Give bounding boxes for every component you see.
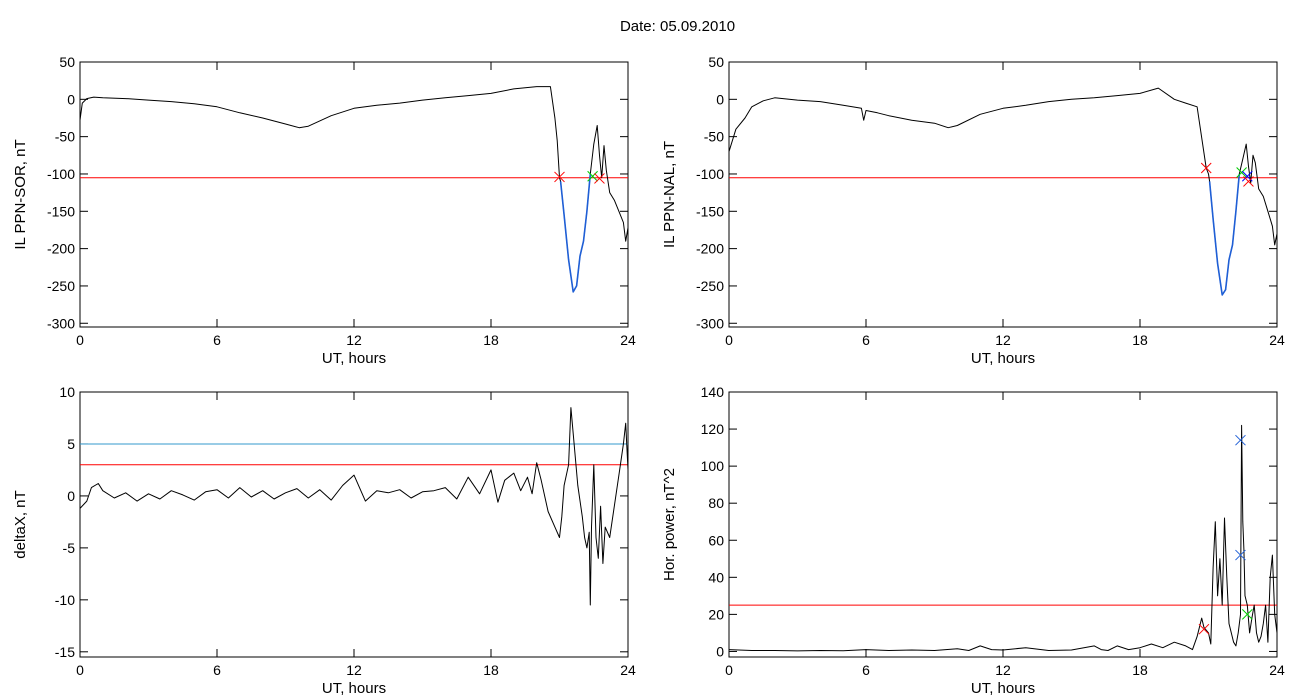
y-tick-label: -100 (696, 166, 724, 182)
y-tick-label: -250 (696, 278, 724, 294)
x-tick-label: 24 (620, 662, 636, 678)
y-tick-label: 0 (716, 91, 724, 107)
y-tick-label: -100 (47, 166, 75, 182)
x-tick-label: 12 (995, 332, 1011, 348)
event-marker (1235, 434, 1246, 446)
event-marker (587, 170, 598, 182)
series-line (1208, 173, 1241, 296)
event-marker (1200, 162, 1212, 174)
marker-stroke (1198, 623, 1210, 635)
y-tick-label: 120 (701, 421, 725, 437)
y-tick-label: 80 (708, 495, 724, 511)
series-line (729, 424, 1277, 652)
event-marker (1241, 609, 1253, 620)
series-line (729, 87, 1277, 296)
x-tick-label: 12 (346, 662, 362, 678)
marker-stroke (594, 173, 605, 184)
y-tick-label: 140 (701, 384, 725, 400)
event-marker (1198, 623, 1210, 635)
marker-stroke (1200, 162, 1212, 174)
plot-area (80, 86, 628, 293)
x-tick-label: 18 (1132, 662, 1148, 678)
x-axis-label: UT, hours (322, 680, 386, 697)
plot-area (729, 87, 1277, 296)
event-marker (554, 171, 565, 183)
series-line (559, 173, 592, 293)
y-tick-label: -200 (47, 241, 75, 257)
plot-frame (79, 391, 629, 658)
marker-stroke (1241, 609, 1253, 620)
y-tick-label: -10 (55, 592, 75, 608)
x-tick-label: 24 (1269, 332, 1285, 348)
y-tick-label: -15 (55, 644, 75, 660)
series-line (80, 407, 628, 606)
y-tick-label: -150 (47, 203, 75, 219)
y-tick-label: 0 (67, 488, 75, 504)
chart-panel-2: 0 6 12 18 24 50 0 -50 -100 -150 -200 -250 -300 UT, ho… (661, 54, 1285, 367)
marker-stroke (1241, 170, 1253, 182)
x-axis-label: UT, hours (971, 350, 1035, 367)
y-axis-label: deltaX, nT (12, 490, 29, 558)
y-tick-label: 0 (716, 643, 724, 659)
x-tick-label: 24 (1269, 662, 1285, 678)
x-tick-label: 6 (213, 332, 221, 348)
x-axis-label: UT, hours (322, 350, 386, 367)
x-tick-label: 18 (1132, 332, 1148, 348)
y-axis-label: Hor. power, nT^2 (661, 468, 678, 581)
y-tick-label: 50 (708, 54, 724, 70)
y-tick-label: 10 (59, 384, 75, 400)
y-tick-label: -50 (55, 129, 75, 145)
y-tick-label: -300 (47, 315, 75, 331)
marker-stroke (554, 171, 565, 183)
x-tick-label: 6 (862, 332, 870, 348)
event-marker (1236, 167, 1247, 178)
marker-stroke (587, 170, 598, 182)
marker-stroke (1235, 434, 1246, 446)
y-tick-label: -200 (696, 241, 724, 257)
y-tick-label: -50 (704, 129, 724, 145)
plot-area (80, 407, 628, 606)
event-marker (1243, 176, 1254, 187)
y-tick-label: 5 (67, 436, 75, 452)
y-tick-label: 100 (701, 458, 725, 474)
page-title: Date: 05.09.2010 (619, 18, 736, 35)
y-tick-label: 20 (708, 606, 724, 622)
y-tick-label: -250 (47, 278, 75, 294)
x-axis-label: UT, hours (971, 680, 1035, 697)
chart-panel-4: 0 6 12 18 24 140 120 100 80 60 40 20 0 UT, hours Hor. … (661, 384, 1285, 697)
x-tick-label: 18 (483, 332, 499, 348)
x-tick-label: 0 (76, 662, 84, 678)
series-line (80, 86, 628, 293)
x-tick-label: 6 (213, 662, 221, 678)
x-tick-label: 0 (725, 662, 733, 678)
y-tick-label: -5 (63, 540, 76, 556)
marker-stroke (1236, 167, 1247, 178)
y-tick-label: 0 (67, 91, 75, 107)
x-tick-label: 24 (620, 332, 636, 348)
chart-panel-1: 0 6 12 18 24 50 0 -50 -100 -150 -200 -250 -300 UT, ho… (12, 54, 636, 367)
x-tick-label: 6 (862, 662, 870, 678)
y-tick-label: -150 (696, 203, 724, 219)
event-marker (594, 173, 605, 184)
plot-frame (728, 61, 1278, 328)
y-tick-label: 40 (708, 569, 724, 585)
y-tick-label: 50 (59, 54, 75, 70)
x-tick-label: 0 (76, 332, 84, 348)
y-tick-label: 60 (708, 532, 724, 548)
plot-frame (728, 391, 1278, 658)
marker-stroke (1243, 176, 1254, 187)
y-axis-label: IL PPN-SOR, nT (12, 139, 29, 249)
y-tick-label: -300 (696, 315, 724, 331)
marker-stroke (1235, 549, 1246, 561)
plot-frame (79, 61, 629, 328)
x-tick-label: 12 (346, 332, 362, 348)
chart-panel-3: 0 6 12 18 24 10 5 0 -5 -10 -15 UT, hours deltaX, nT (12, 384, 636, 697)
event-marker (1235, 549, 1246, 561)
x-tick-label: 12 (995, 662, 1011, 678)
x-tick-label: 0 (725, 332, 733, 348)
y-axis-label: IL PPN-NAL, nT (661, 141, 678, 248)
x-tick-label: 18 (483, 662, 499, 678)
plot-area (729, 424, 1277, 652)
